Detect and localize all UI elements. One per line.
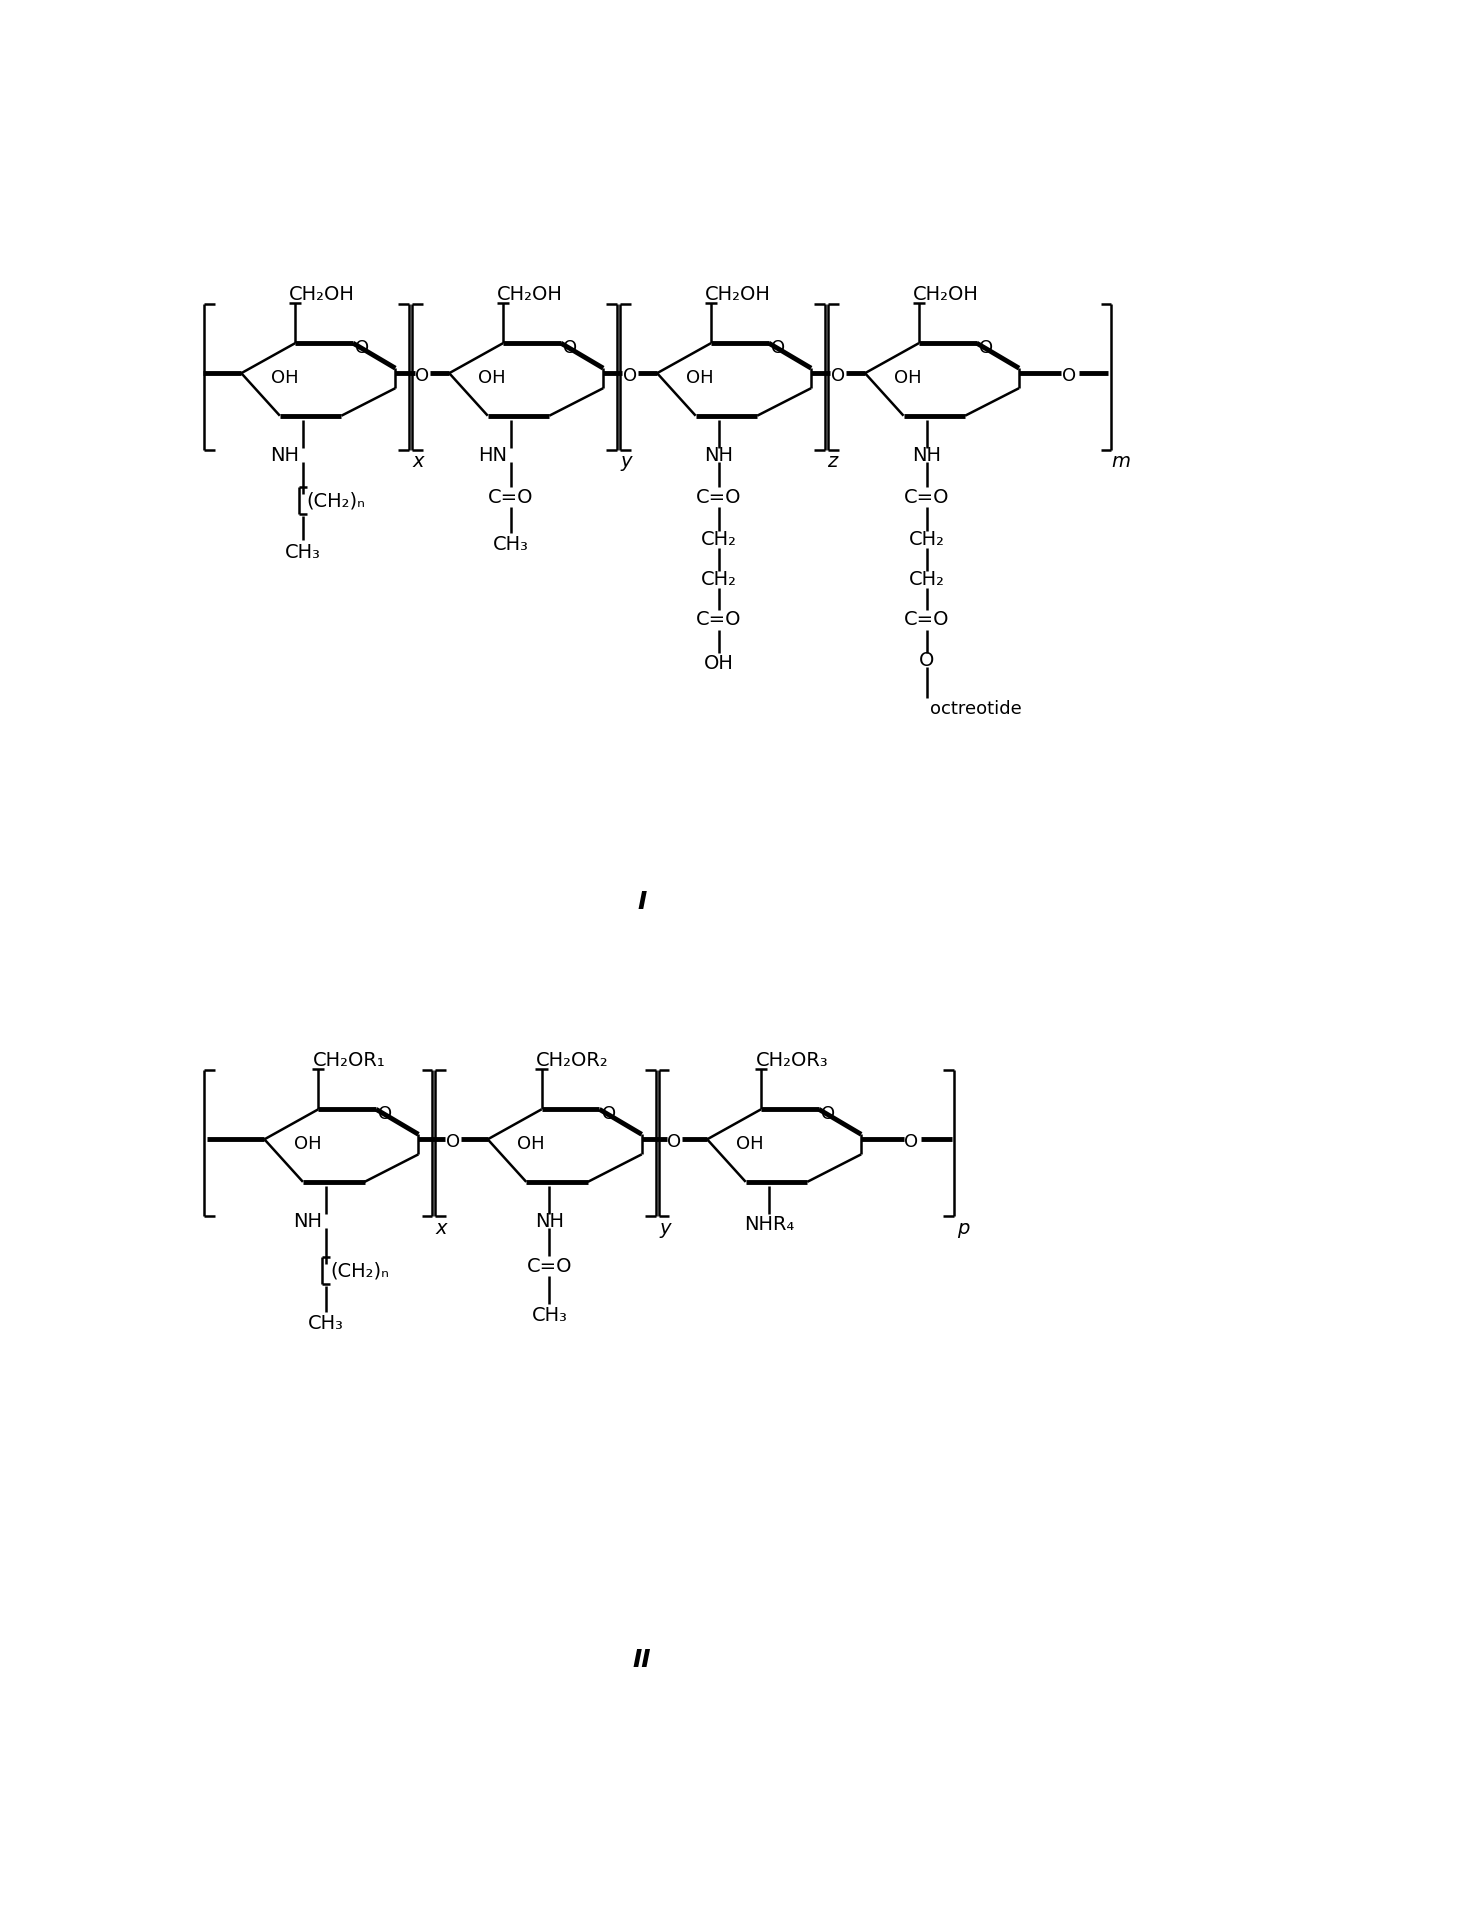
Text: C=O: C=O bbox=[904, 610, 950, 629]
Text: CH₂OH: CH₂OH bbox=[290, 284, 356, 303]
Text: NH: NH bbox=[535, 1212, 564, 1229]
Text: CH₃: CH₃ bbox=[309, 1314, 344, 1332]
Text: OH: OH bbox=[517, 1135, 544, 1152]
Text: CH₂OR₂: CH₂OR₂ bbox=[537, 1050, 609, 1069]
Text: NHR₄: NHR₄ bbox=[744, 1214, 794, 1233]
Text: p: p bbox=[957, 1218, 969, 1237]
Text: O: O bbox=[356, 340, 369, 357]
Text: CH₂: CH₂ bbox=[908, 531, 945, 550]
Text: m: m bbox=[1111, 452, 1130, 471]
Text: O: O bbox=[1061, 367, 1076, 384]
Text: O: O bbox=[667, 1133, 682, 1150]
Text: y: y bbox=[659, 1218, 670, 1237]
Text: CH₂: CH₂ bbox=[908, 569, 945, 589]
Text: (CH₂)ₙ: (CH₂)ₙ bbox=[307, 492, 366, 511]
Text: OH: OH bbox=[704, 652, 734, 672]
Text: II: II bbox=[632, 1646, 651, 1671]
Text: HN: HN bbox=[478, 446, 507, 465]
Text: O: O bbox=[904, 1133, 919, 1150]
Text: C=O: C=O bbox=[526, 1256, 572, 1276]
Text: I: I bbox=[637, 890, 647, 913]
Text: O: O bbox=[623, 367, 637, 384]
Text: OH: OH bbox=[894, 369, 922, 386]
Text: O: O bbox=[445, 1133, 460, 1150]
Text: CH₂OH: CH₂OH bbox=[913, 284, 979, 303]
Text: CH₂OH: CH₂OH bbox=[497, 284, 563, 303]
Text: y: y bbox=[620, 452, 632, 471]
Text: O: O bbox=[831, 367, 845, 384]
Text: x: x bbox=[413, 452, 425, 471]
Text: O: O bbox=[822, 1104, 835, 1123]
Text: O: O bbox=[919, 650, 935, 670]
Text: CH₂OR₃: CH₂OR₃ bbox=[756, 1050, 828, 1069]
Text: O: O bbox=[563, 340, 578, 357]
Text: CH₂OH: CH₂OH bbox=[706, 284, 770, 303]
Text: CH₃: CH₃ bbox=[492, 535, 529, 554]
Text: CH₃: CH₃ bbox=[285, 542, 320, 562]
Text: C=O: C=O bbox=[488, 488, 534, 508]
Text: octreotide: octreotide bbox=[931, 699, 1022, 718]
Text: NH: NH bbox=[293, 1212, 322, 1229]
Text: (CH₂)ₙ: (CH₂)ₙ bbox=[329, 1262, 390, 1280]
Text: z: z bbox=[828, 452, 838, 471]
Text: NH: NH bbox=[270, 446, 298, 465]
Text: OH: OH bbox=[736, 1135, 764, 1152]
Text: NH: NH bbox=[911, 446, 941, 465]
Text: CH₂OR₁: CH₂OR₁ bbox=[313, 1050, 385, 1069]
Text: x: x bbox=[435, 1218, 447, 1237]
Text: OH: OH bbox=[479, 369, 506, 386]
Text: NH: NH bbox=[704, 446, 734, 465]
Text: O: O bbox=[378, 1104, 392, 1123]
Text: C=O: C=O bbox=[904, 488, 950, 508]
Text: C=O: C=O bbox=[695, 610, 741, 629]
Text: OH: OH bbox=[294, 1135, 322, 1152]
Text: O: O bbox=[979, 340, 992, 357]
Text: CH₂: CH₂ bbox=[701, 569, 736, 589]
Text: CH₂: CH₂ bbox=[701, 531, 736, 550]
Text: O: O bbox=[601, 1104, 616, 1123]
Text: O: O bbox=[415, 367, 429, 384]
Text: OH: OH bbox=[270, 369, 298, 386]
Text: CH₃: CH₃ bbox=[531, 1305, 567, 1324]
Text: O: O bbox=[770, 340, 785, 357]
Text: C=O: C=O bbox=[695, 488, 741, 508]
Text: OH: OH bbox=[686, 369, 714, 386]
